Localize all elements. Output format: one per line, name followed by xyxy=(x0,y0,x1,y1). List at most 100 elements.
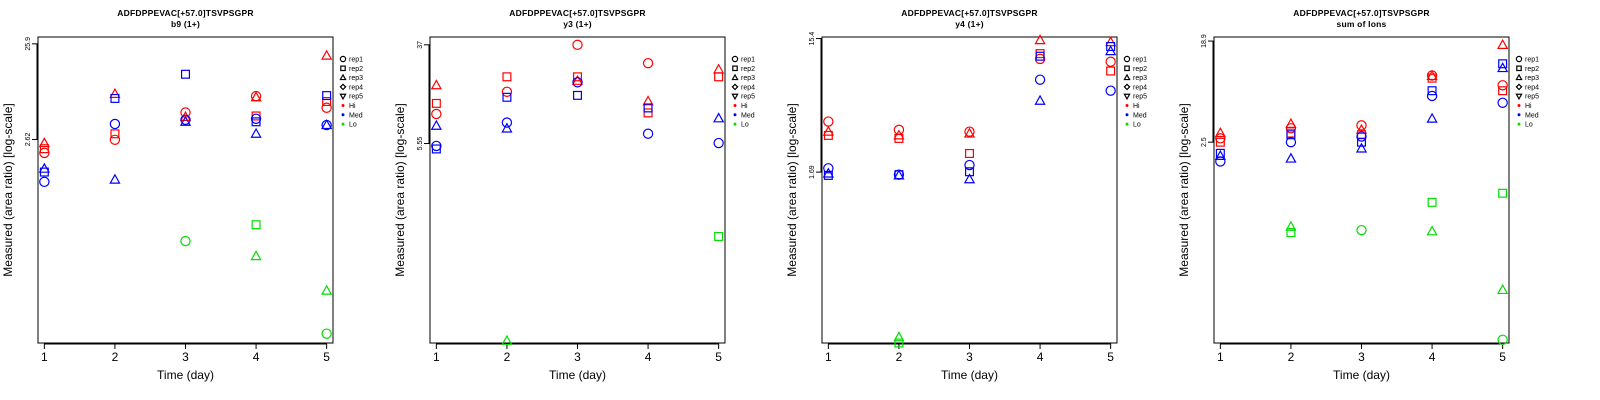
data-point-hi xyxy=(1214,127,1226,138)
x-tick-label: 4 xyxy=(1037,350,1044,364)
data-point-hi xyxy=(1034,34,1046,45)
legend-label: rep5 xyxy=(349,94,363,101)
data-point-hi xyxy=(501,86,513,97)
legend-label: Hi xyxy=(741,103,748,110)
plot-frame xyxy=(37,36,334,344)
legend-label: Hi xyxy=(1525,103,1532,110)
legend-swatch xyxy=(1515,93,1523,101)
legend-label: rep3 xyxy=(1133,75,1147,82)
data-point-lo xyxy=(1498,188,1508,198)
data-point-hi xyxy=(38,137,50,148)
data-point-hi xyxy=(1034,53,1046,65)
data-point-hi xyxy=(39,144,49,154)
data-point-med xyxy=(502,92,512,102)
legend-label: Lo xyxy=(1133,122,1141,129)
data-point-lo xyxy=(501,334,513,345)
data-point-lo xyxy=(1356,224,1367,236)
legend-swatch xyxy=(339,55,347,63)
data-point-hi xyxy=(1215,137,1225,147)
x-axis-label: Time (day) xyxy=(549,368,606,382)
data-point-med xyxy=(1105,85,1116,96)
legend-label: rep4 xyxy=(741,84,755,91)
legend-swatch xyxy=(1515,83,1523,91)
plot-frame xyxy=(1213,36,1510,344)
data-point-med xyxy=(1426,90,1438,102)
data-point-med xyxy=(1286,130,1296,140)
x-tick-label: 2 xyxy=(504,350,511,364)
data-point-med xyxy=(963,173,976,184)
x-tick-label: 4 xyxy=(253,350,260,364)
data-point-med xyxy=(180,69,191,79)
data-point-med xyxy=(1497,62,1509,73)
data-point-med xyxy=(964,159,975,171)
data-point-hi xyxy=(642,57,654,69)
legend-label: rep3 xyxy=(741,75,755,82)
data-point-med xyxy=(1285,136,1297,148)
y-tick-label: 5.55 xyxy=(417,137,424,151)
legend-swatch xyxy=(1125,104,1129,107)
legend-label: rep1 xyxy=(1133,57,1147,64)
data-point-lo xyxy=(1427,197,1437,207)
legend-label: rep5 xyxy=(1133,94,1147,101)
legend-swatch xyxy=(341,113,345,117)
legend-label: Med xyxy=(1133,112,1147,119)
data-point-hi xyxy=(713,63,725,74)
y-tick-label: 2.5 xyxy=(1201,137,1208,147)
x-tick-label: 3 xyxy=(574,350,581,364)
legend-swatch xyxy=(1517,113,1521,117)
data-point-med xyxy=(894,170,904,180)
x-tick-label: 3 xyxy=(182,350,189,364)
y-tick-label: 37 xyxy=(417,41,424,49)
data-point-med xyxy=(109,118,121,130)
x-tick-label: 4 xyxy=(1429,350,1436,364)
data-point-med xyxy=(180,114,191,125)
x-tick-label: 5 xyxy=(1499,350,1506,364)
data-point-hi xyxy=(1215,133,1226,144)
data-point-lo xyxy=(251,220,261,230)
legend-label: Lo xyxy=(349,122,357,129)
data-point-hi xyxy=(322,97,332,107)
data-point-med xyxy=(572,77,583,88)
x-axis-label: Time (day) xyxy=(941,368,998,382)
legend-label: Lo xyxy=(1525,122,1533,129)
legend-label: rep2 xyxy=(349,66,363,73)
legend-swatch xyxy=(1123,73,1131,81)
data-point-med xyxy=(1035,51,1045,61)
data-point-med xyxy=(322,91,332,101)
legend-swatch xyxy=(731,93,739,101)
data-point-med xyxy=(1034,74,1046,85)
data-point-hi xyxy=(502,72,512,82)
data-point-med xyxy=(1356,137,1367,147)
chart-title: ADFDPPEVAC[+57.0]TSVPSGPR xyxy=(117,8,253,18)
x-tick-label: 1 xyxy=(433,350,440,364)
legend-label: rep1 xyxy=(741,57,755,64)
x-tick-label: 3 xyxy=(1358,350,1365,364)
data-point-hi xyxy=(430,79,442,90)
x-tick-label: 3 xyxy=(966,350,973,364)
legend-label: Med xyxy=(741,112,755,119)
legend-swatch xyxy=(1125,113,1129,117)
data-point-hi xyxy=(1106,66,1116,76)
data-point-med xyxy=(1497,97,1508,108)
chart-title: ADFDPPEVAC[+57.0]TSVPSGPR xyxy=(509,8,645,18)
chart-subtitle: y4 (1+) xyxy=(955,19,984,29)
data-point-med xyxy=(179,115,192,126)
legend-swatch xyxy=(1517,104,1521,107)
data-point-hi xyxy=(963,127,976,138)
legend-swatch xyxy=(732,65,738,72)
legend-swatch xyxy=(341,122,345,126)
chart-title: ADFDPPEVAC[+57.0]TSVPSGPR xyxy=(1293,8,1429,18)
legend-swatch xyxy=(1123,55,1131,63)
x-tick-label: 1 xyxy=(825,350,832,364)
data-point-med xyxy=(713,137,724,149)
data-point-med xyxy=(823,170,833,180)
data-point-hi xyxy=(1035,49,1045,59)
data-point-med xyxy=(251,117,261,127)
data-point-med xyxy=(1285,152,1297,163)
legend-swatch xyxy=(340,65,346,72)
y-axis-label: Measured (area ratio) [log-scale] xyxy=(1,103,15,276)
y-tick-label: 1.69 xyxy=(809,165,816,179)
